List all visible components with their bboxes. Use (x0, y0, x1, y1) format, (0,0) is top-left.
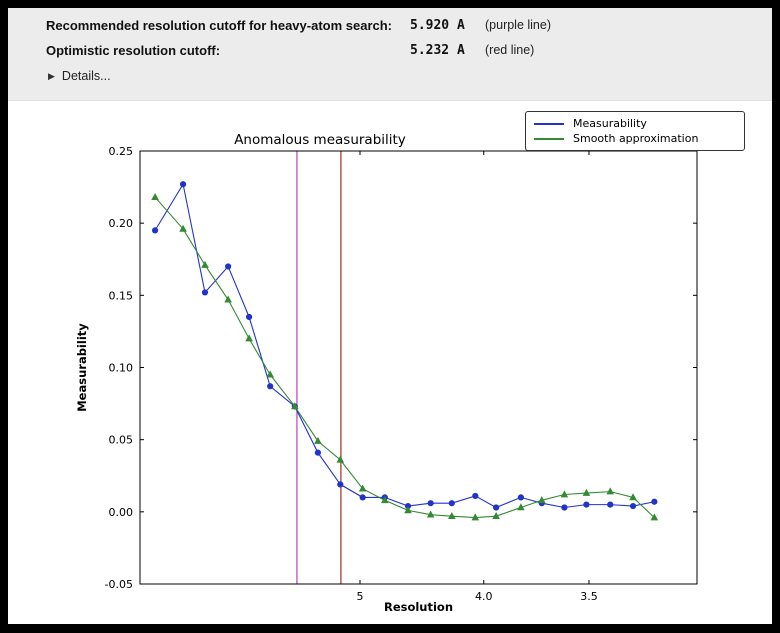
summary-panel: Recommended resolution cutoff for heavy-… (8, 8, 772, 101)
x-tick-label: 3.5 (580, 590, 598, 603)
marker-triangle (358, 484, 367, 492)
y-tick-label: 0.05 (109, 434, 134, 447)
window: Recommended resolution cutoff for heavy-… (8, 8, 772, 624)
x-tick-label: 5 (357, 590, 364, 603)
marker-circle (314, 449, 322, 456)
y-tick-label: 0.00 (109, 506, 134, 519)
disclosure-triangle-icon: ▶ (48, 70, 55, 81)
marker-triangle (629, 493, 637, 501)
details-label: Details... (61, 69, 111, 83)
marker-circle (225, 263, 232, 270)
marker-triangle (245, 334, 253, 342)
optimistic-cutoff-label: Optimistic resolution cutoff: (46, 43, 221, 58)
y-tick-label: 0.20 (109, 217, 134, 230)
x-axis-label: Resolution (384, 600, 453, 614)
marker-circle (337, 481, 344, 488)
marker-circle (607, 501, 614, 508)
marker-circle (267, 383, 274, 390)
chart-title: Anomalous measurability (234, 132, 406, 148)
marker-triangle (471, 513, 480, 521)
marker-triangle (582, 488, 591, 496)
marker-circle (651, 498, 658, 505)
y-tick-label: 0.10 (109, 362, 134, 375)
marker-circle (448, 500, 455, 507)
marker-triangle (224, 295, 232, 303)
recommended-cutoff-row: Recommended resolution cutoff for heavy-… (8, 18, 772, 36)
optimistic-cutoff-row: Optimistic resolution cutoff: 5.232 A (r… (8, 43, 772, 61)
marker-triangle (404, 506, 412, 514)
marker-triangle (380, 496, 389, 504)
details-toggle[interactable]: ▶ Details... (48, 69, 111, 83)
legend-entry-measurability: Measurability (534, 116, 736, 131)
marker-circle (179, 181, 187, 188)
marker-triangle (266, 370, 274, 378)
optimistic-cutoff-value: 5.232 A (410, 43, 465, 58)
legend-line-measurability (534, 122, 564, 125)
marker-triangle (606, 487, 615, 495)
marker-triangle (537, 496, 546, 504)
marker-triangle (314, 436, 322, 444)
optimistic-cutoff-note: (red line) (485, 43, 535, 57)
marker-triangle (201, 260, 209, 268)
marker-circle (427, 500, 434, 507)
marker-circle (629, 502, 637, 510)
marker-triangle (151, 192, 159, 200)
marker-triangle (650, 513, 659, 521)
chart-legend: Measurability Smooth approximation (525, 111, 745, 151)
anomalous-measurability-chart: -0.05 0.00 0.05 0.10 0.15 0.20 0.25 5 4.0 3.5 Anom… (75, 132, 698, 614)
legend-line-smooth-approximation (534, 137, 564, 140)
legend-entry-smooth-approximation: Smooth approximation (534, 131, 736, 146)
marker-circle (201, 289, 209, 296)
marker-triangle (492, 511, 500, 519)
x-tick-label: 4.0 (475, 590, 493, 603)
chart-figure: -0.05 0.00 0.05 0.10 0.15 0.20 0.25 5 4.0 3.5 Anom… (8, 101, 772, 624)
legend-label-smooth-approximation: Smooth approximation (573, 132, 699, 145)
marker-circle (246, 313, 253, 321)
recommended-cutoff-label: Recommended resolution cutoff for heavy-… (46, 18, 393, 33)
marker-circle (404, 502, 412, 510)
marker-circle (472, 492, 479, 500)
y-axis-label: Measurability (75, 323, 89, 412)
marker-triangle (560, 490, 569, 498)
marker-triangle (426, 510, 435, 518)
marker-circle (359, 494, 366, 501)
marker-triangle (291, 402, 299, 410)
marker-circle (493, 504, 500, 511)
marker-circle (517, 494, 524, 501)
marker-triangle (517, 503, 525, 511)
legend-label-measurability: Measurability (573, 117, 647, 130)
marker-triangle (179, 224, 187, 232)
y-tick-label: 0.15 (109, 289, 134, 302)
marker-triangle (447, 511, 456, 519)
y-tick-label: -0.05 (105, 578, 133, 591)
marker-circle (583, 501, 590, 508)
y-tick-label: 0.25 (109, 145, 134, 158)
plot-area (140, 151, 697, 584)
recommended-cutoff-value: 5.920 A (410, 18, 465, 33)
recommended-cutoff-note: (purple line) (485, 18, 552, 32)
marker-triangle (336, 455, 345, 463)
marker-circle (561, 504, 568, 511)
marker-circle (151, 227, 159, 234)
